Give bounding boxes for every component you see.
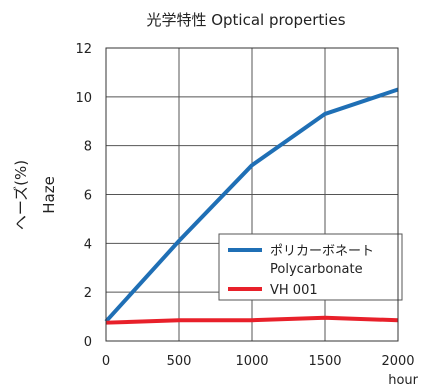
- y-tick-label: 0: [84, 335, 92, 350]
- y-tick-labels: 0 2 4 6 8 10 12: [75, 42, 92, 350]
- x-tick-labels: 0 500 1000 1500 2000: [102, 354, 415, 369]
- x-tick-label: 1000: [235, 354, 268, 369]
- y-tick-label: 10: [75, 91, 92, 106]
- legend-label-polycarbonate-en: Polycarbonate: [270, 262, 363, 277]
- x-tick-label: 2000: [381, 354, 414, 369]
- chart-title: 光学特性 Optical properties: [146, 11, 345, 29]
- y-tick-label: 6: [84, 189, 92, 204]
- legend: ポリカーボネート Polycarbonate VH 001: [218, 233, 403, 301]
- legend-label-vh001: VH 001: [270, 283, 318, 298]
- series-line-1: [105, 315, 399, 325]
- y-tick-label: 12: [75, 42, 92, 57]
- x-tick-label: 1500: [308, 354, 341, 369]
- y-axis-label-ja: ヘーズ(%): [12, 160, 30, 230]
- plot-area-frame: [105, 47, 399, 342]
- x-tick-label: 0: [102, 354, 110, 369]
- series-lines: [104, 87, 399, 325]
- y-tick-label: 8: [84, 140, 92, 155]
- x-tick-label: 500: [167, 354, 192, 369]
- y-tick-label: 4: [84, 237, 92, 252]
- series-line-0: [104, 87, 399, 323]
- y-tick-label: 2: [84, 286, 92, 301]
- x-axis-label: hour: [388, 373, 418, 387]
- legend-label-polycarbonate-ja: ポリカーボネート: [270, 244, 374, 259]
- y-axis-label-en: Haze: [40, 176, 58, 214]
